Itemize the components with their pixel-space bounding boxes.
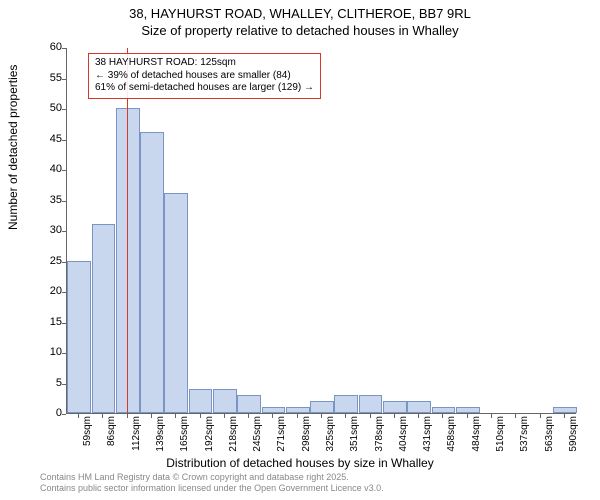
histogram-bar xyxy=(286,407,310,413)
y-tick-mark xyxy=(62,48,66,49)
x-tick-mark xyxy=(321,414,322,418)
x-tick-label: 192sqm xyxy=(204,416,215,456)
y-tick-label: 50 xyxy=(38,103,62,114)
x-tick-mark xyxy=(418,414,419,418)
plot-area xyxy=(66,48,576,414)
x-tick-label: 165sqm xyxy=(179,416,190,456)
x-tick-label: 218sqm xyxy=(228,416,239,456)
y-tick-mark xyxy=(62,170,66,171)
y-tick-label: 35 xyxy=(38,195,62,206)
histogram-bar xyxy=(456,407,480,413)
y-tick-label: 40 xyxy=(38,164,62,175)
x-tick-label: 139sqm xyxy=(155,416,166,456)
x-tick-label: 271sqm xyxy=(276,416,287,456)
histogram-bar xyxy=(164,193,188,413)
histogram-bar xyxy=(213,389,237,413)
y-tick-label: 15 xyxy=(38,317,62,328)
y-axis-label: Number of detached properties xyxy=(6,65,20,230)
x-axis-label: Distribution of detached houses by size … xyxy=(0,456,600,470)
y-tick-mark xyxy=(62,140,66,141)
footer-line-2: Contains public sector information licen… xyxy=(40,483,384,494)
y-tick-mark xyxy=(62,292,66,293)
x-tick-mark xyxy=(467,414,468,418)
x-tick-mark xyxy=(272,414,273,418)
histogram-bar xyxy=(432,407,456,413)
histogram-bar xyxy=(262,407,286,413)
y-tick-label: 20 xyxy=(38,286,62,297)
y-tick-label: 10 xyxy=(38,347,62,358)
y-tick-label: 55 xyxy=(38,73,62,84)
histogram-bar xyxy=(334,395,358,413)
x-tick-mark xyxy=(370,414,371,418)
x-tick-mark xyxy=(200,414,201,418)
x-tick-mark xyxy=(297,414,298,418)
annotation-box: 38 HAYHURST ROAD: 125sqm← 39% of detache… xyxy=(88,53,321,99)
x-tick-label: 563sqm xyxy=(544,416,555,456)
x-tick-mark xyxy=(442,414,443,418)
x-tick-mark xyxy=(394,414,395,418)
x-tick-mark xyxy=(78,414,79,418)
x-tick-label: 112sqm xyxy=(131,416,142,456)
x-tick-mark xyxy=(151,414,152,418)
y-tick-label: 60 xyxy=(38,42,62,53)
histogram-bar xyxy=(140,132,164,413)
chart-title-block: 38, HAYHURST ROAD, WHALLEY, CLITHEROE, B… xyxy=(0,6,600,38)
y-tick-mark xyxy=(62,262,66,263)
x-tick-label: 378sqm xyxy=(374,416,385,456)
histogram-bar xyxy=(237,395,261,413)
x-tick-label: 590sqm xyxy=(568,416,579,456)
histogram-bar xyxy=(310,401,334,413)
x-tick-label: 351sqm xyxy=(349,416,360,456)
x-tick-label: 298sqm xyxy=(301,416,312,456)
annotation-line: 38 HAYHURST ROAD: 125sqm xyxy=(95,57,314,70)
x-tick-label: 458sqm xyxy=(446,416,457,456)
histogram-bar xyxy=(553,407,577,413)
x-tick-label: 86sqm xyxy=(106,416,117,456)
y-tick-mark xyxy=(62,79,66,80)
histogram-bar xyxy=(359,395,383,413)
y-tick-label: 0 xyxy=(38,408,62,419)
footer-attribution: Contains HM Land Registry data © Crown c… xyxy=(40,472,384,494)
y-tick-mark xyxy=(62,231,66,232)
annotation-line: 61% of semi-detached houses are larger (… xyxy=(95,82,314,95)
x-tick-mark xyxy=(515,414,516,418)
x-tick-label: 537sqm xyxy=(519,416,530,456)
x-tick-label: 431sqm xyxy=(422,416,433,456)
y-tick-mark xyxy=(62,414,66,415)
histogram-bar xyxy=(383,401,407,413)
histogram-bar xyxy=(67,261,91,414)
x-tick-label: 325sqm xyxy=(325,416,336,456)
title-line-2: Size of property relative to detached ho… xyxy=(0,23,600,38)
x-tick-label: 59sqm xyxy=(82,416,93,456)
x-tick-mark xyxy=(540,414,541,418)
y-tick-mark xyxy=(62,384,66,385)
x-tick-mark xyxy=(491,414,492,418)
x-tick-mark xyxy=(102,414,103,418)
x-tick-mark xyxy=(175,414,176,418)
histogram-bar xyxy=(189,389,213,413)
annotation-line: ← 39% of detached houses are smaller (84… xyxy=(95,70,314,83)
histogram-bar xyxy=(407,401,431,413)
y-tick-mark xyxy=(62,109,66,110)
x-tick-mark xyxy=(127,414,128,418)
property-marker-line xyxy=(127,48,128,413)
footer-line-1: Contains HM Land Registry data © Crown c… xyxy=(40,472,384,483)
y-tick-label: 45 xyxy=(38,134,62,145)
x-tick-mark xyxy=(564,414,565,418)
x-tick-label: 510sqm xyxy=(495,416,506,456)
x-tick-mark xyxy=(224,414,225,418)
y-tick-mark xyxy=(62,201,66,202)
x-tick-label: 245sqm xyxy=(252,416,263,456)
y-tick-label: 5 xyxy=(38,378,62,389)
x-tick-mark xyxy=(248,414,249,418)
y-tick-mark xyxy=(62,323,66,324)
x-tick-mark xyxy=(345,414,346,418)
y-tick-label: 25 xyxy=(38,256,62,267)
x-tick-label: 484sqm xyxy=(471,416,482,456)
y-tick-label: 30 xyxy=(38,225,62,236)
histogram-bar xyxy=(92,224,116,413)
y-tick-mark xyxy=(62,353,66,354)
x-tick-label: 404sqm xyxy=(398,416,409,456)
title-line-1: 38, HAYHURST ROAD, WHALLEY, CLITHEROE, B… xyxy=(0,6,600,21)
